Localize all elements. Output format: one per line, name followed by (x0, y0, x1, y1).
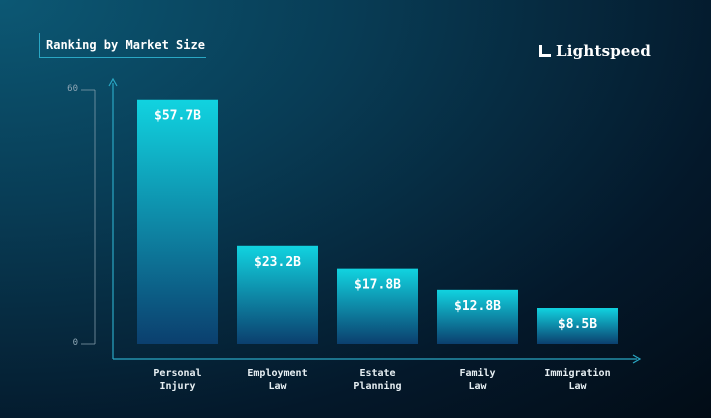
y-tick-label: 60 (67, 84, 78, 94)
y-scale: 60 0 (67, 84, 96, 348)
bar (537, 308, 618, 344)
category-label: Law (268, 381, 287, 392)
category-label: Law (568, 381, 587, 392)
category-label: Family (459, 367, 495, 379)
category-label: Immigration (544, 367, 610, 379)
category-label: Employment (247, 368, 307, 379)
category-label: Law (468, 381, 487, 392)
x-axis-arrow (632, 354, 642, 364)
chart-title-box: Ranking by Market Size (39, 33, 206, 58)
y-axis-arrow (108, 77, 118, 87)
bar (137, 99, 218, 344)
category-label: Personal (153, 368, 201, 379)
lightspeed-logo-icon (539, 45, 551, 57)
category-label: Estate (359, 368, 395, 379)
y-tick-label: 0 (73, 338, 78, 348)
brand-logo: Lightspeed (538, 40, 651, 62)
bar-value-label: $12.8B (454, 299, 501, 314)
chart-axes (108, 77, 642, 364)
bar (437, 289, 518, 344)
chart-title: Ranking by Market Size (46, 38, 205, 52)
bar (237, 245, 318, 344)
bar-value-label: $17.8B (354, 278, 401, 293)
brand-name: Lightspeed (556, 42, 652, 60)
bar-value-label: $57.7B (154, 109, 201, 124)
bar (337, 268, 418, 344)
category-label: Planning (353, 380, 401, 392)
bar-value-label: $8.5B (558, 317, 597, 332)
bar-value-label: $23.2B (254, 255, 301, 270)
bars: $57.7B $23.2B $17.8B $12.8B $8.5B (137, 99, 618, 344)
category-label: Injury (159, 380, 195, 392)
